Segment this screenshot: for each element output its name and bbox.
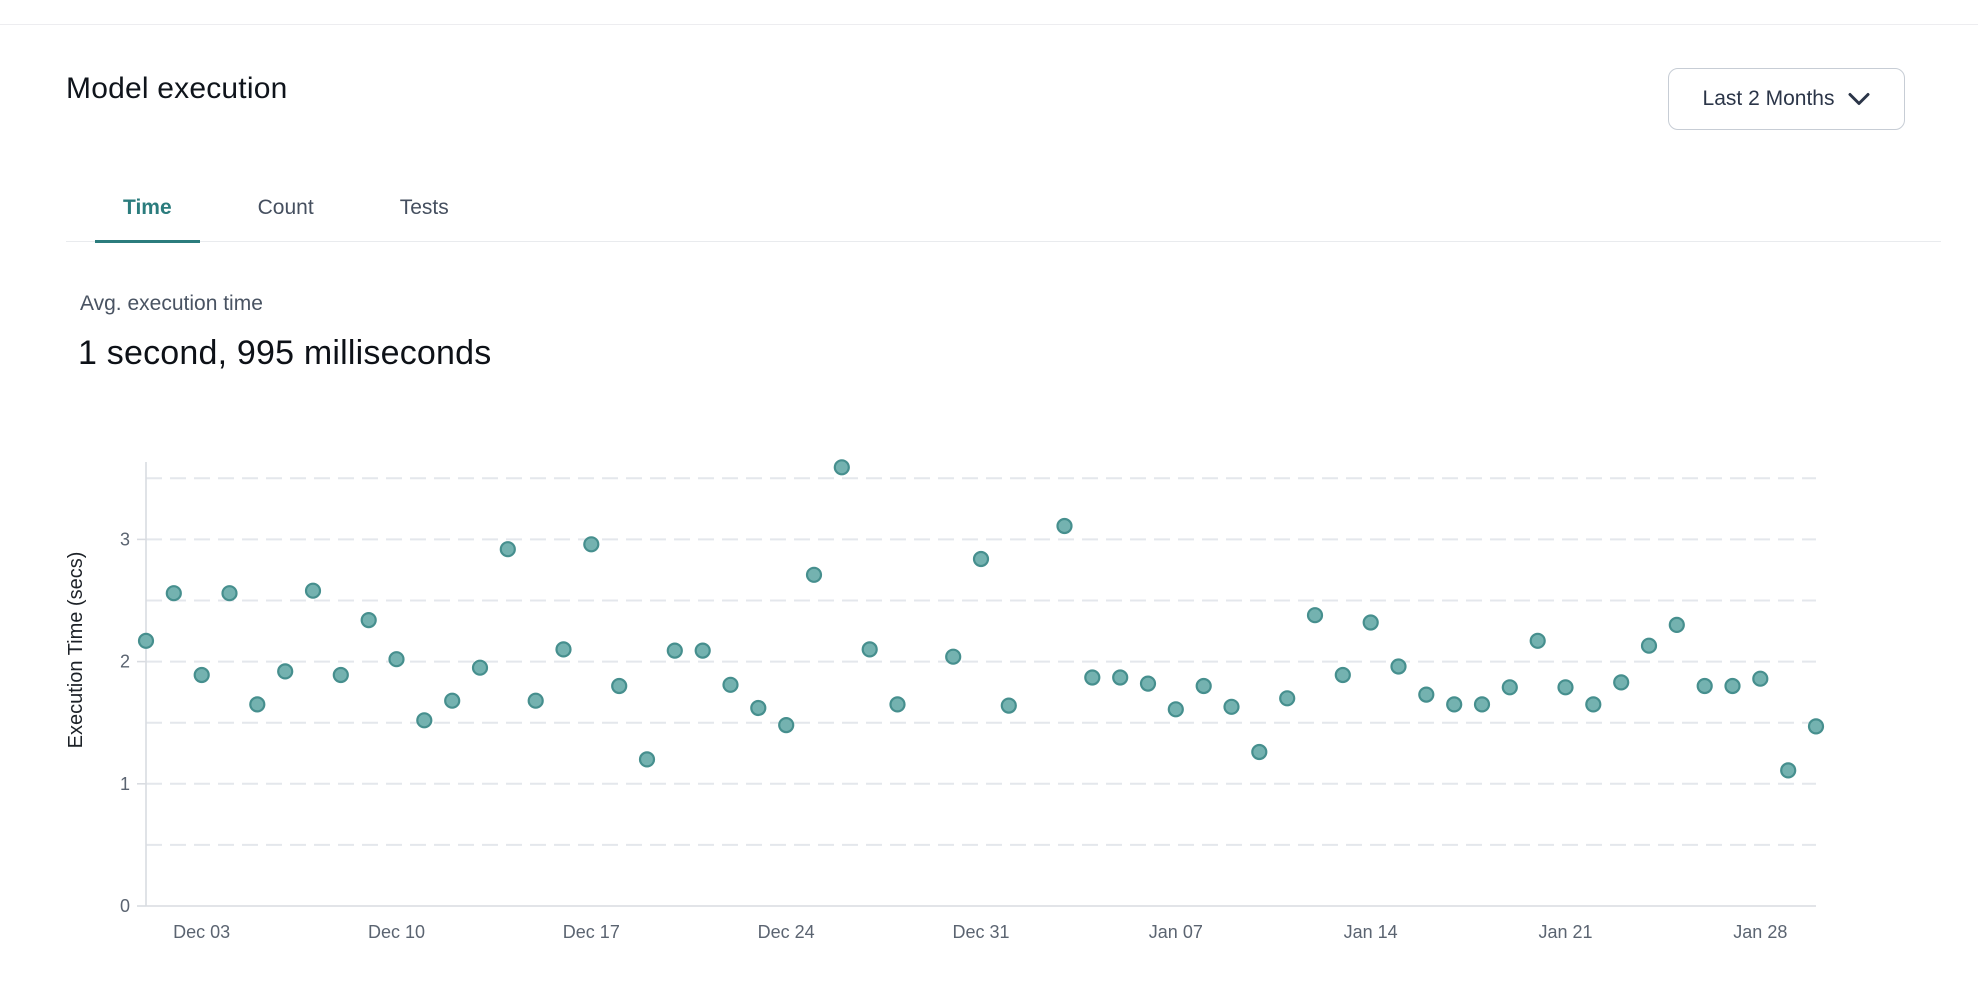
x-tick-label: Jan 28	[1733, 922, 1787, 942]
data-point[interactable]	[666, 642, 683, 659]
stat-value: 1 second, 995 milliseconds	[78, 334, 492, 372]
page-title: Model execution	[66, 72, 288, 106]
x-tick-label: Jan 21	[1538, 922, 1592, 942]
x-tick-label: Dec 03	[173, 922, 230, 942]
data-point[interactable]	[193, 666, 210, 684]
x-tick-label: Dec 10	[368, 922, 425, 942]
tab-time[interactable]: Time	[95, 196, 200, 243]
data-point[interactable]	[555, 641, 572, 658]
x-tick-label: Dec 17	[563, 922, 620, 942]
chevron-down-icon	[1848, 92, 1870, 106]
data-point[interactable]	[750, 699, 767, 717]
data-point[interactable]	[1557, 679, 1574, 696]
data-point[interactable]	[1306, 607, 1324, 624]
data-point[interactable]	[1501, 679, 1518, 696]
data-point[interactable]	[444, 692, 461, 709]
data-point[interactable]	[889, 696, 906, 713]
page-top-divider	[0, 24, 1978, 25]
data-point[interactable]	[1807, 718, 1825, 735]
data-point[interactable]	[1613, 674, 1630, 691]
data-point[interactable]	[1167, 701, 1184, 718]
data-point[interactable]	[249, 696, 266, 713]
x-tick-label: Jan 07	[1149, 922, 1203, 942]
data-point[interactable]	[1752, 670, 1769, 687]
data-point[interactable]	[1112, 669, 1129, 686]
data-point[interactable]	[304, 582, 322, 599]
data-point[interactable]	[805, 566, 823, 583]
data-point[interactable]	[1390, 658, 1407, 675]
execution-time-chart: 0 1 2 3 Dec 03 Dec 10 Dec 17 Dec 24 Dec 31 Jan 0…	[0, 440, 1978, 980]
data-point[interactable]	[1279, 690, 1296, 707]
axes	[137, 462, 1816, 907]
data-point[interactable]	[1668, 616, 1685, 633]
data-point[interactable]	[471, 659, 489, 676]
data-point[interactable]	[611, 677, 628, 695]
data-point[interactable]	[1724, 677, 1741, 695]
data-point[interactable]	[833, 459, 850, 476]
data-point[interactable]	[360, 612, 377, 629]
data-point[interactable]	[499, 541, 516, 558]
data-point[interactable]	[1585, 696, 1602, 713]
data-point[interactable]	[1418, 686, 1435, 703]
tab-bar: Time Count Tests	[66, 196, 1941, 243]
y-axis-tick-labels: 0 1 2 3	[120, 529, 130, 916]
data-point[interactable]	[1362, 614, 1379, 631]
date-range-dropdown[interactable]: Last 2 Months	[1668, 68, 1905, 130]
data-point[interactable]	[137, 632, 155, 649]
tab-count[interactable]: Count	[257, 196, 314, 219]
x-axis-labels: Dec 03 Dec 10 Dec 17 Dec 24 Dec 31 Jan 07 Jan …	[173, 922, 1787, 942]
data-point[interactable]	[1334, 666, 1351, 684]
data-point[interactable]	[1056, 517, 1073, 535]
data-point[interactable]	[722, 676, 739, 693]
data-point[interactable]	[1473, 696, 1491, 713]
y-axis-title: Execution Time (secs)	[65, 552, 87, 749]
data-point[interactable]	[638, 751, 656, 768]
data-point[interactable]	[527, 692, 544, 709]
data-point[interactable]	[1223, 698, 1240, 715]
data-point[interactable]	[332, 666, 349, 684]
y-tick-label: 3	[120, 529, 130, 549]
data-point[interactable]	[945, 648, 962, 665]
data-point[interactable]	[165, 585, 182, 602]
data-point[interactable]	[778, 717, 795, 734]
y-tick-label: 2	[120, 652, 130, 672]
chart-svg: 0 1 2 3 Dec 03 Dec 10 Dec 17 Dec 24 Dec 31 Jan 0…	[65, 459, 1825, 942]
data-point[interactable]	[1696, 677, 1713, 695]
data-point[interactable]	[583, 536, 600, 553]
data-point[interactable]	[1195, 677, 1212, 695]
x-tick-label: Dec 31	[952, 922, 1009, 942]
data-point[interactable]	[1000, 697, 1017, 714]
data-point[interactable]	[1446, 696, 1463, 713]
data-point[interactable]	[416, 712, 433, 729]
x-tick-label: Dec 24	[758, 922, 815, 942]
data-point[interactable]	[1084, 669, 1101, 686]
data-point[interactable]	[1529, 632, 1546, 649]
data-point[interactable]	[972, 550, 990, 568]
date-range-value: Last 2 Months	[1702, 87, 1835, 110]
data-point[interactable]	[694, 642, 711, 659]
data-point[interactable]	[1251, 743, 1268, 761]
scatter-points	[137, 459, 1825, 779]
data-point[interactable]	[1139, 675, 1157, 692]
data-point[interactable]	[861, 641, 878, 658]
data-point[interactable]	[277, 663, 294, 680]
data-point[interactable]	[221, 585, 238, 602]
tab-tests[interactable]: Tests	[399, 196, 449, 219]
data-point[interactable]	[1780, 762, 1797, 779]
y-tick-label: 1	[120, 774, 130, 794]
stat-label: Avg. execution time	[80, 292, 263, 315]
x-tick-label: Jan 14	[1344, 922, 1398, 942]
data-point[interactable]	[388, 651, 405, 668]
y-tick-label: 0	[120, 896, 130, 916]
data-point[interactable]	[1640, 637, 1658, 654]
